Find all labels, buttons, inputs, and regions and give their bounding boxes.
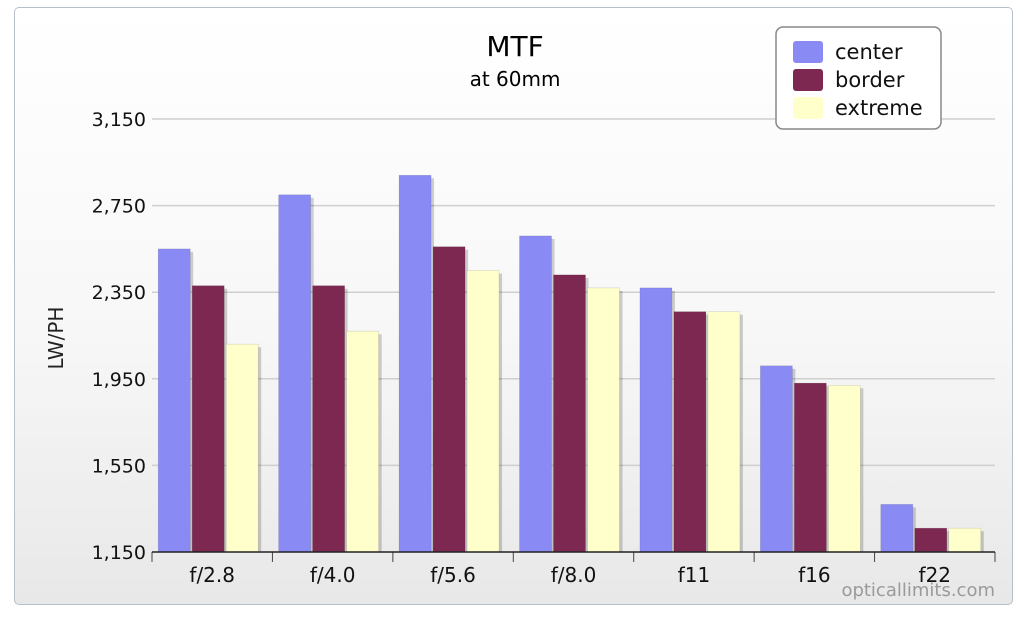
bars bbox=[157, 174, 984, 553]
legend-label-extreme: extreme bbox=[835, 96, 923, 120]
legend-label-border: border bbox=[835, 68, 905, 92]
bar-center-f28[interactable] bbox=[157, 248, 191, 553]
bar-extreme-f11[interactable] bbox=[707, 311, 741, 553]
chart-title: MTF bbox=[486, 30, 543, 63]
bar-extreme-f16[interactable] bbox=[828, 384, 861, 553]
bar-border-f56[interactable] bbox=[432, 246, 466, 553]
bar-center-f11[interactable] bbox=[639, 287, 673, 553]
legend-swatch-center bbox=[793, 41, 823, 63]
bar-extreme-f28[interactable] bbox=[225, 343, 259, 553]
chart-subtitle: at 60mm bbox=[470, 67, 561, 91]
bar-border-f80[interactable] bbox=[553, 274, 586, 553]
bar-center-f22[interactable] bbox=[880, 504, 914, 553]
x-category-label: f/4.0 bbox=[310, 563, 356, 587]
y-tick-label: 2,750 bbox=[92, 196, 146, 218]
bar-border-f28[interactable] bbox=[191, 285, 225, 553]
y-tick-label: 2,350 bbox=[92, 282, 146, 304]
y-tick-label: 1,150 bbox=[92, 542, 146, 564]
bar-border-f22[interactable] bbox=[914, 527, 948, 553]
x-category-label: f22 bbox=[919, 563, 952, 587]
x-category-label: f/5.6 bbox=[430, 563, 476, 587]
bar-extreme-f40[interactable] bbox=[346, 330, 379, 553]
x-category-label: f/8.0 bbox=[551, 563, 597, 587]
legend-label-center: center bbox=[835, 40, 903, 64]
y-tick-label: 1,550 bbox=[92, 455, 146, 477]
bar-border-f11[interactable] bbox=[673, 311, 707, 553]
bar-center-f80[interactable] bbox=[519, 235, 552, 553]
legend-swatch-border bbox=[793, 69, 823, 91]
bar-center-f56[interactable] bbox=[398, 174, 432, 553]
bar-extreme-f22[interactable] bbox=[948, 527, 982, 553]
x-category-label: f16 bbox=[798, 563, 831, 587]
bar-extreme-f56[interactable] bbox=[466, 270, 500, 553]
bar-border-f16[interactable] bbox=[794, 382, 827, 553]
bar-center-f16[interactable] bbox=[760, 365, 793, 553]
chart-frame: 1,150 1,550 1,950 2,350 2,750 3,150 f/2.8 f/4.… bbox=[14, 7, 1013, 605]
x-axis-categories: f/2.8 f/4.0 f/5.6 f/8.0 f11 f16 f22 bbox=[151, 552, 996, 587]
x-category-label: f/2.8 bbox=[189, 563, 235, 587]
bar-center-f40[interactable] bbox=[278, 194, 311, 553]
y-tick-label: 1,950 bbox=[92, 369, 146, 391]
y-axis-title: LW/PH bbox=[44, 307, 68, 370]
mtf-bar-chart: 1,150 1,550 1,950 2,350 2,750 3,150 f/2.8 f/4.… bbox=[44, 26, 996, 601]
legend-swatch-extreme bbox=[793, 97, 823, 119]
y-tick-label: 3,150 bbox=[92, 109, 146, 131]
y-axis-ticks: 1,150 1,550 1,950 2,350 2,750 3,150 bbox=[92, 109, 146, 564]
bar-border-f40[interactable] bbox=[312, 285, 345, 553]
bar-extreme-f80[interactable] bbox=[587, 287, 620, 553]
credit-text: opticallimits.com bbox=[841, 580, 995, 601]
legend: center border extreme bbox=[775, 26, 942, 130]
x-category-label: f11 bbox=[678, 563, 711, 587]
